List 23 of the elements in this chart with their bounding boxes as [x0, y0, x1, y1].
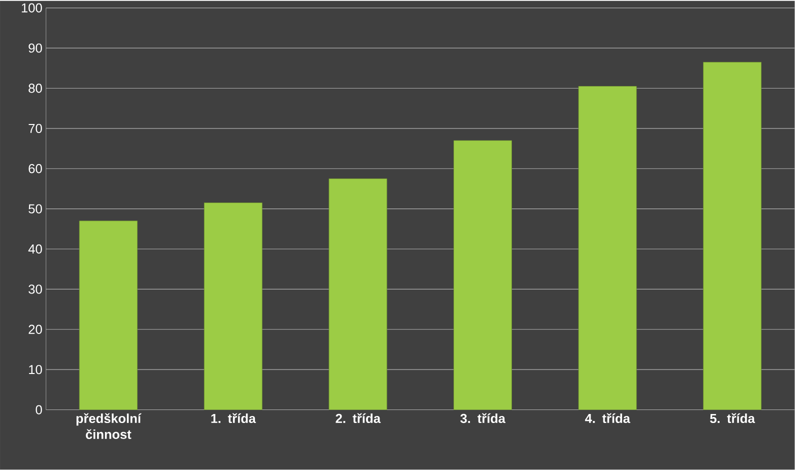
y-tick-label: 40 [28, 244, 42, 254]
bar [454, 140, 512, 410]
x-tick-label: 1. třída [211, 413, 256, 424]
bar [204, 202, 262, 410]
y-tick-label: 30 [28, 284, 42, 294]
y-tick-label: 100 [22, 3, 42, 13]
x-tick-label: 4. třída [585, 413, 630, 424]
y-tick-label: 60 [28, 164, 42, 174]
x-tick-label: 2. třída [336, 413, 381, 424]
y-tick-label: 10 [29, 365, 42, 374]
y-tick-label: 20 [28, 324, 42, 334]
x-tick-label: předškolní činnost [76, 413, 142, 440]
x-tick-label: 3. třída [460, 413, 506, 424]
bar [578, 86, 637, 410]
bar [79, 220, 138, 410]
y-tick-label: 50 [28, 204, 42, 214]
y-tick-label: 70 [28, 124, 42, 134]
y-tick-label: 0 [36, 405, 42, 414]
x-tick-label: 5. třída [710, 413, 756, 424]
bar [328, 178, 388, 410]
y-tick-label: 90 [28, 44, 42, 53]
y-tick-label: 80 [28, 84, 42, 93]
bar [703, 62, 762, 410]
